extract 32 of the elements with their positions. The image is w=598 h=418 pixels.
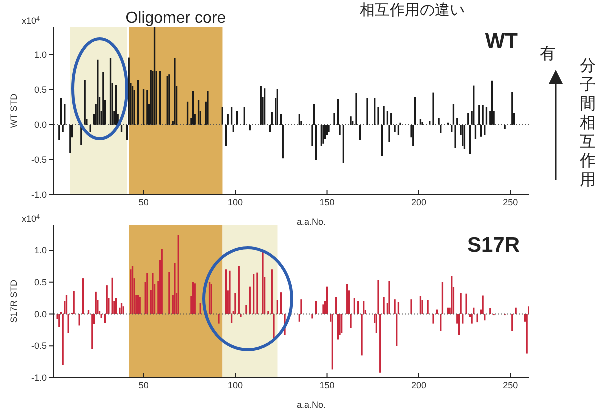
x-tick-label: 250 bbox=[503, 380, 518, 390]
x-tick-label: 100 bbox=[228, 380, 244, 390]
band-label: Oligomer core bbox=[126, 10, 226, 27]
y-tick-label: 0.5 bbox=[34, 277, 47, 288]
x-axis-title: a.a.No. bbox=[296, 400, 326, 410]
text: 分子間相互作用 bbox=[579, 56, 597, 189]
x-tick-label: 150 bbox=[320, 197, 335, 208]
x-axis-title: a.a.No. bbox=[296, 217, 326, 227]
x-tick-label: 50 bbox=[138, 197, 149, 208]
x-tick-label: 150 bbox=[320, 380, 335, 390]
text: x10$^{4}$ bbox=[22, 214, 41, 224]
text: 有 bbox=[540, 44, 556, 65]
y-tick-label: 0.5 bbox=[34, 85, 47, 95]
x-tick-label: 200 bbox=[411, 197, 426, 208]
y-tick-label: -0.5 bbox=[31, 341, 47, 352]
y-axis-title: S17R STD bbox=[9, 279, 20, 324]
text: x10$^{4}$ bbox=[22, 16, 41, 26]
chart-title: 相互作用の違い bbox=[360, 1, 465, 20]
x-tick-label: 100 bbox=[228, 197, 244, 208]
y-tick-label: 0.0 bbox=[34, 120, 47, 130]
annotation: WT bbox=[484, 30, 518, 54]
y-tick-label: 0.0 bbox=[34, 309, 47, 320]
y-tick-label: 1.0 bbox=[34, 246, 47, 256]
x-tick-label: 50 bbox=[138, 380, 149, 390]
y-tick-label: 1.0 bbox=[34, 50, 47, 60]
y-axis-title: WT STD bbox=[9, 93, 20, 128]
annotation: S17R bbox=[466, 234, 520, 258]
x-tick-label: 250 bbox=[503, 197, 518, 208]
x-tick-label: 200 bbox=[411, 380, 426, 390]
y-tick-label: -0.5 bbox=[31, 155, 47, 165]
y-tick-label: -1.0 bbox=[31, 190, 47, 200]
y-tick-label: -1.0 bbox=[31, 373, 47, 383]
